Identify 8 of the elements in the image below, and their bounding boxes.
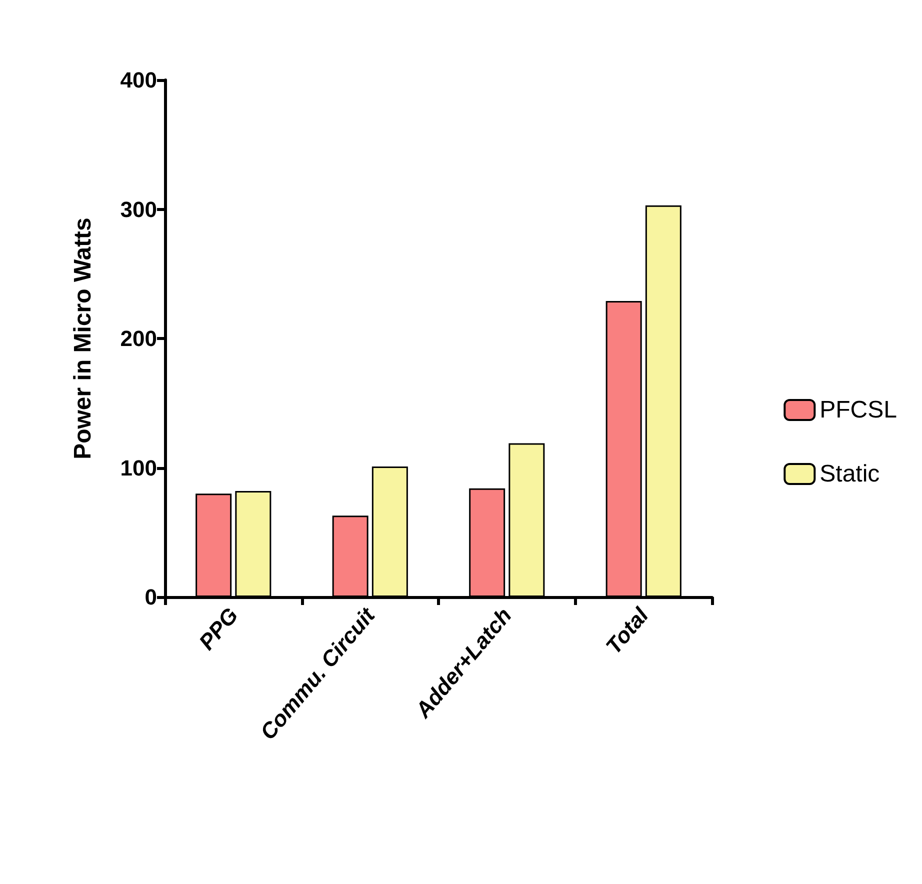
legend-label: Static	[820, 460, 880, 488]
y-axis-title: Power in Micro Watts	[70, 218, 96, 460]
legend-label: PFCSL	[820, 396, 898, 424]
y-tick-label: 100	[120, 455, 157, 480]
y-tick-label: 200	[120, 326, 157, 351]
y-tick-label: 300	[120, 196, 157, 222]
y-tick-label: 0	[144, 584, 157, 610]
y-tick-label: 400	[120, 68, 157, 92]
